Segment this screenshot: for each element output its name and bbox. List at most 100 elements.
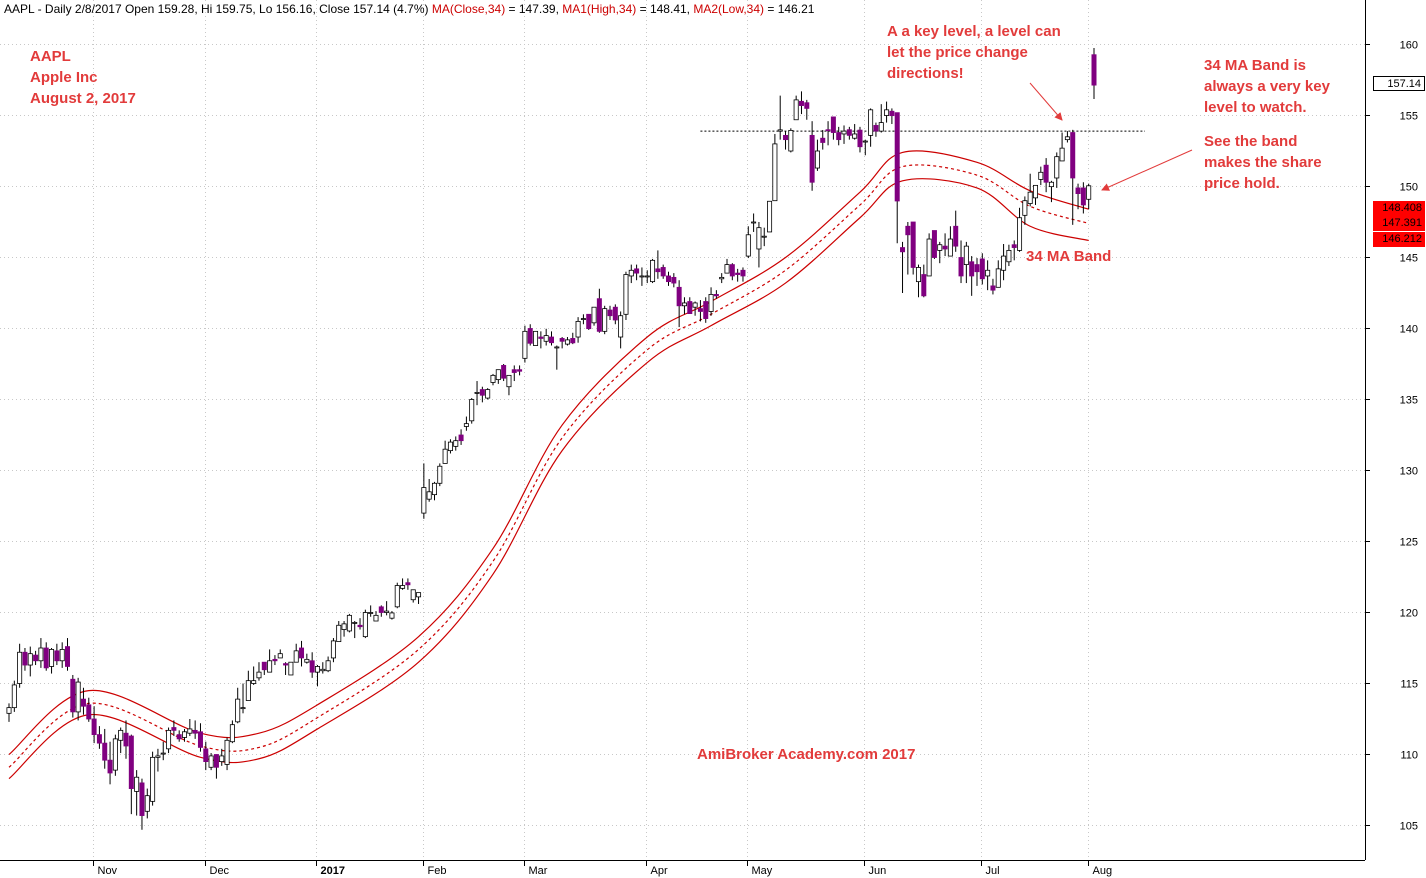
candle-body-up xyxy=(330,640,336,659)
candle-body-down xyxy=(139,782,145,816)
candle-body-up xyxy=(756,227,762,250)
candle-body-down xyxy=(1011,244,1017,248)
candle-body-up xyxy=(884,109,890,116)
candle-body-down xyxy=(735,272,741,275)
candle-body-down xyxy=(107,759,113,774)
candle-body-down xyxy=(517,369,523,372)
candle-body-up xyxy=(320,668,326,672)
candle-body-up xyxy=(618,315,624,338)
candle-body-down xyxy=(283,663,289,666)
x-tick-label: Jun xyxy=(869,865,887,877)
candle-body-down xyxy=(378,606,384,613)
candle-body-down xyxy=(86,704,92,720)
candle-body-up xyxy=(75,681,81,713)
candle-body-down xyxy=(1043,164,1049,183)
candle-body-down xyxy=(905,225,911,236)
candle-body-up xyxy=(368,612,374,614)
candle-body-down xyxy=(921,274,927,297)
candle-body-up xyxy=(384,610,390,613)
candle-body-down xyxy=(666,275,672,283)
grid xyxy=(0,0,1365,860)
candle-body-down xyxy=(549,336,555,344)
candle-body-up xyxy=(692,302,698,308)
candle-body-down xyxy=(102,742,108,761)
candle-body-up xyxy=(533,330,539,346)
candle-body-up xyxy=(814,150,820,169)
candle-body-down xyxy=(309,660,315,673)
ticker-annotation: AAPL Apple Inc August 2, 2017 xyxy=(30,46,136,109)
candle-body-up xyxy=(1027,191,1033,204)
candle-body-up xyxy=(745,234,751,257)
candle-body-down xyxy=(873,125,879,132)
band-label: 34 MA Band xyxy=(1026,248,1112,265)
candle-body-down xyxy=(1070,132,1076,179)
y-tick-label: 105 xyxy=(1400,821,1418,833)
candle-body-up xyxy=(995,268,1001,288)
x-tick-label: Dec xyxy=(210,865,230,877)
ma-high-price-tag: 148.408 xyxy=(1373,201,1425,216)
ma-high-line xyxy=(8,150,1089,755)
band-key-annotation: 34 MA Band is always a very key level to… xyxy=(1204,55,1330,118)
candle-body-up xyxy=(447,441,453,452)
candle-body-down xyxy=(676,286,682,307)
candle-body-up xyxy=(17,651,23,684)
y-tick-label: 160 xyxy=(1400,40,1418,52)
candle-body-up xyxy=(915,267,921,283)
candle-body-up xyxy=(150,756,156,802)
candle-body-up xyxy=(421,487,427,514)
candle-body-down xyxy=(586,313,592,330)
candle-body-up xyxy=(277,653,283,659)
header-ma-close-value: = 147.39, xyxy=(505,2,563,16)
header-ma-high: MA1(High,34) xyxy=(562,2,637,16)
candle-body-up xyxy=(27,653,33,666)
candle-body-down xyxy=(501,365,507,379)
candle-body-down xyxy=(655,268,661,273)
candle-body-up xyxy=(926,238,932,277)
candle-body-down xyxy=(931,230,937,258)
candle-body-up xyxy=(580,318,586,320)
x-tick-label: May xyxy=(752,865,773,877)
candle-body-down xyxy=(22,651,28,666)
candle-body-down xyxy=(889,110,895,117)
candle-body-down xyxy=(33,654,39,662)
candle-body-down xyxy=(740,269,746,277)
candle-body-down xyxy=(687,301,693,314)
band-hold-line-1: See the band xyxy=(1204,133,1298,150)
candle-body-down xyxy=(405,582,411,586)
candle-body-up xyxy=(522,330,528,359)
candle-body-up xyxy=(1001,255,1007,271)
candle-body-up xyxy=(852,133,858,139)
candle-body-up xyxy=(389,612,395,619)
candle-body-up xyxy=(304,658,310,663)
header-symbol: AAPL - Daily 2/8/2017 Open 159.28, Hi 15… xyxy=(4,2,429,16)
candle-body-down xyxy=(660,267,666,277)
band-key-line-2: always a very key xyxy=(1204,78,1330,95)
candle-body-up xyxy=(628,269,634,277)
candle-body-up xyxy=(410,589,416,601)
candle-body-up xyxy=(985,269,991,277)
candle-body-down xyxy=(820,137,826,143)
candle-body-up xyxy=(1022,200,1028,216)
candle-body-up xyxy=(463,423,469,427)
candle-body-down xyxy=(825,129,831,132)
annotation-arrows xyxy=(1029,82,1193,191)
y-tick-label: 135 xyxy=(1400,395,1418,407)
candle-body-down xyxy=(176,734,182,740)
candle-body-down xyxy=(804,102,810,109)
candle-body-down xyxy=(171,727,177,731)
candle-body-down xyxy=(713,294,719,297)
key-level-line-3: directions! xyxy=(887,65,964,82)
candle-body-up xyxy=(235,698,241,723)
candle-body-up xyxy=(346,614,352,632)
key-level-line-1: A a key level, a level can xyxy=(887,23,1061,40)
candle-body-down xyxy=(836,132,842,141)
candle-body-up xyxy=(325,660,331,672)
candle-body-up xyxy=(437,465,443,484)
x-tick-label: Nov xyxy=(98,865,118,877)
y-tick-label: 110 xyxy=(1400,750,1418,762)
candle-body-up xyxy=(650,259,656,283)
x-tick-label: Aug xyxy=(1093,865,1113,877)
candle-body-down xyxy=(203,748,209,763)
y-tick-label: 140 xyxy=(1400,324,1418,336)
